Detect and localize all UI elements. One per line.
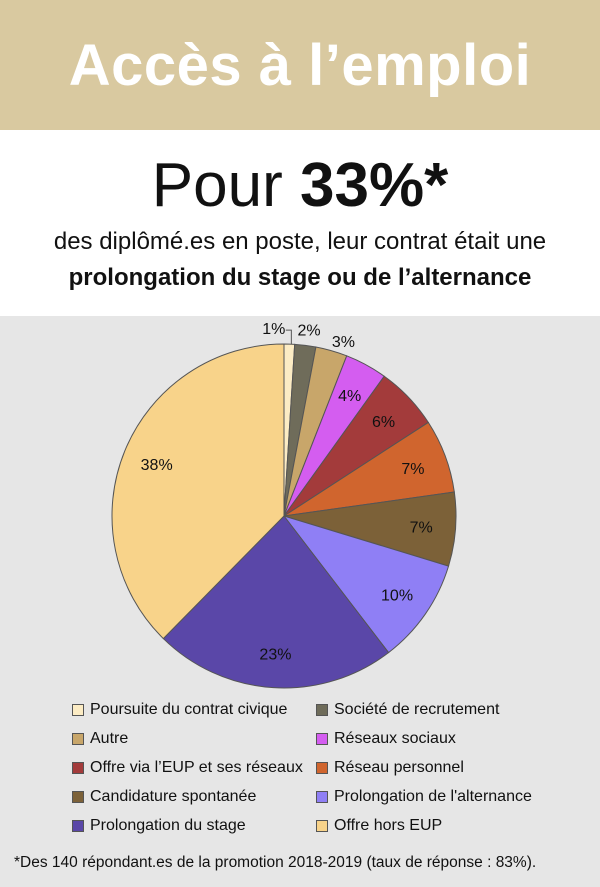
pie-chart: 1% 2% 3% 4% 6% 7% 7% 10% 23% 38% xyxy=(111,321,457,689)
legend-swatch xyxy=(316,762,328,774)
legend-label: Réseaux sociaux xyxy=(334,730,456,747)
data-label-reseaux-sociaux: 4% xyxy=(338,388,361,405)
legend-swatch xyxy=(316,704,328,716)
data-label-societe-de-recrutement: 2% xyxy=(298,322,321,339)
legend-item-reseaux-sociaux: Réseaux sociaux xyxy=(316,730,456,748)
leader-line-poursuite-du-contrat-civique xyxy=(285,329,292,345)
legend-swatch xyxy=(72,820,84,832)
footnote: *Des 140 répondant.es de la promotion 20… xyxy=(14,854,537,871)
legend-swatch xyxy=(316,733,328,745)
chart-panel: 1% 2% 3% 4% 6% 7% 7% 10% 23% 38% Poursuite du con… xyxy=(0,316,600,887)
page-title: Accès à l’emploi xyxy=(68,32,532,98)
legend-item-prolongation-du-stage: Prolongation du stage xyxy=(72,817,246,835)
legend-swatch xyxy=(316,820,328,832)
subline-2: prolongation du stage ou de l’alternance xyxy=(68,264,532,291)
data-label-prolongation-du-stage: 23% xyxy=(259,646,291,663)
data-label-offre-via-l-eup-et-ses-reseaux: 6% xyxy=(372,414,395,431)
legend-item-reseau-personnel: Réseau personnel xyxy=(316,759,464,777)
headline-value: 33%* xyxy=(299,151,449,220)
legend-item-prolongation-de-l-alternance: Prolongation de l'alternance xyxy=(316,788,532,806)
legend-label: Poursuite du contrat civique xyxy=(90,701,288,718)
legend-swatch xyxy=(316,791,328,803)
legend-label: Prolongation de l'alternance xyxy=(334,788,532,805)
legend-swatch xyxy=(72,733,84,745)
subline-1: des diplômé.es en poste, leur contrat ét… xyxy=(53,228,547,255)
headline: Pour 33%* xyxy=(0,148,600,224)
legend-item-offre-via-l-eup-et-ses-reseaux: Offre via l’EUP et ses réseaux xyxy=(72,759,303,777)
legend-label: Offre hors EUP xyxy=(334,817,443,834)
legend-item-societe-de-recrutement: Société de recrutement xyxy=(316,701,499,719)
headline-prefix: Pour xyxy=(151,151,300,220)
legend-item-candidature-spontanee: Candidature spontanée xyxy=(72,788,256,806)
legend-label: Société de recrutement xyxy=(334,701,500,718)
legend-label: Réseau personnel xyxy=(334,759,464,776)
legend-label: Offre via l’EUP et ses réseaux xyxy=(90,759,303,776)
data-label-reseau-personnel: 7% xyxy=(401,461,424,478)
pie-slice-prolongation-de-l-alternance xyxy=(282,515,450,654)
legend-label: Candidature spontanée xyxy=(90,788,257,805)
legend-label: Autre xyxy=(90,730,129,747)
data-label-autre: 3% xyxy=(332,334,355,351)
data-label-candidature-spontanee: 7% xyxy=(410,520,433,537)
data-label-poursuite-du-contrat-civique: 1% xyxy=(262,321,285,338)
legend-swatch xyxy=(72,791,84,803)
pie-slice-prolongation-du-stage xyxy=(162,515,390,689)
legend-label: Prolongation du stage xyxy=(90,817,246,834)
legend-swatch xyxy=(72,704,84,716)
data-label-prolongation-de-l-alternance: 10% xyxy=(381,587,413,604)
data-label-offre-hors-eup: 38% xyxy=(141,457,173,474)
pie-slice-offre-hors-eup xyxy=(111,343,285,640)
legend-item-offre-hors-eup: Offre hors EUP xyxy=(316,817,442,835)
title-banner: Accès à l’emploi xyxy=(0,0,600,130)
legend-item-poursuite-du-contrat-civique: Poursuite du contrat civique xyxy=(72,701,287,719)
legend-swatch xyxy=(72,762,84,774)
legend-item-autre: Autre xyxy=(72,730,128,748)
